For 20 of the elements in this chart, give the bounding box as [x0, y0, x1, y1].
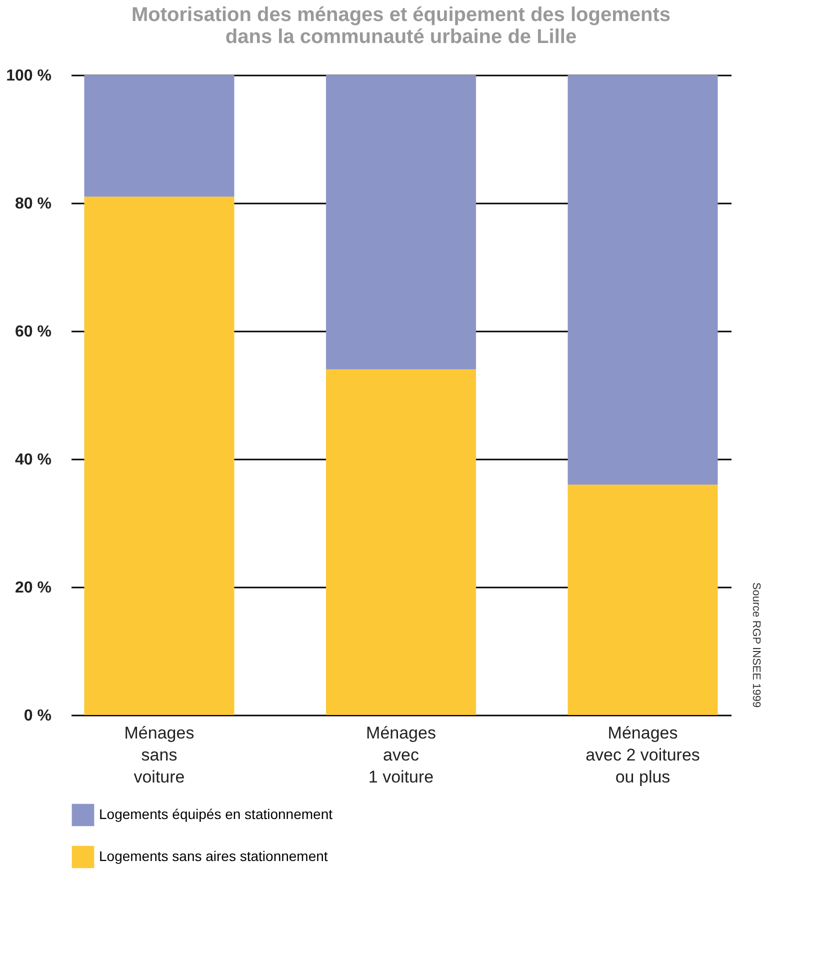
x-tick-label: Ménages avec 2 voitures ou plus [586, 724, 700, 786]
bar [568, 75, 718, 485]
y-tick-label: 100 % [6, 68, 52, 84]
bar [84, 196, 234, 715]
bar [568, 484, 718, 715]
y-tick-label: 20 % [15, 580, 52, 596]
y-tick-label: 60 % [15, 324, 52, 340]
x-tick-label: Ménages avec 1 voiture [366, 724, 436, 786]
legend-label: Logements sans aires stationnement [99, 848, 328, 864]
x-tick-label: Ménages sans voiture [124, 724, 194, 786]
bar [84, 75, 234, 197]
y-tick-label: 80 % [15, 196, 52, 212]
bar [326, 75, 476, 370]
source-note: Source RGP INSEE 1999 [750, 582, 762, 708]
y-tick-label: 40 % [15, 452, 52, 468]
y-tick-label: 0 % [24, 708, 52, 724]
text: dans la communauté urbaine de Lille [225, 26, 577, 48]
bar [326, 369, 476, 715]
text: Motorisation des ménages et équipement des logements [131, 4, 671, 26]
legend-label: Logements équipés en stationnement [99, 806, 333, 822]
